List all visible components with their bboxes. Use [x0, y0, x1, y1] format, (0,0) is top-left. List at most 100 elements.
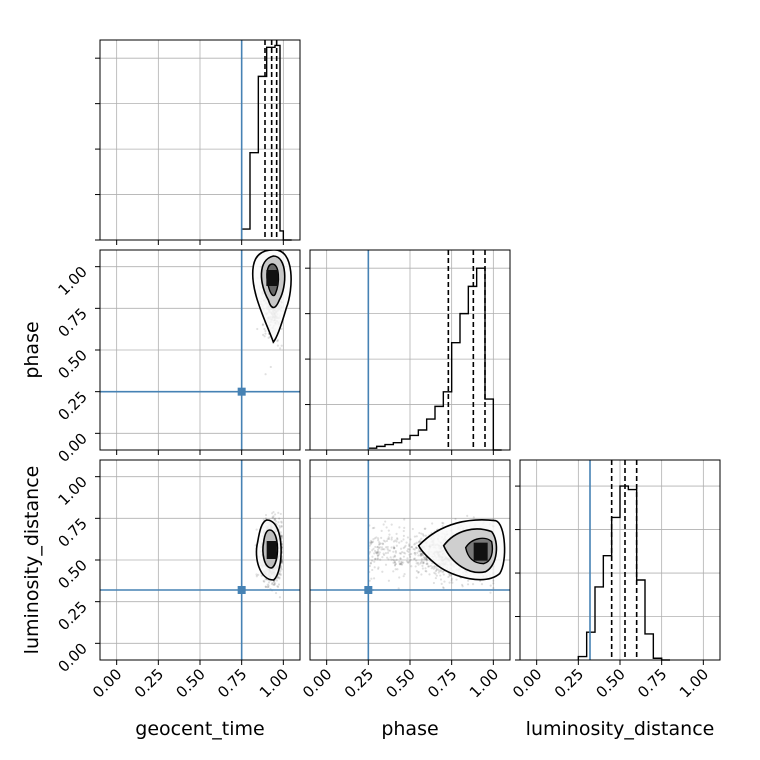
sample-point — [421, 564, 424, 568]
sample-point — [261, 323, 265, 326]
sample-point — [277, 585, 280, 589]
sample-point — [442, 586, 445, 589]
sample-point — [264, 332, 267, 335]
sample-point — [264, 373, 267, 376]
sample-point — [398, 562, 401, 566]
sample-point — [263, 327, 266, 331]
sample-point — [492, 579, 495, 582]
sample-point — [280, 534, 283, 537]
sample-point — [376, 558, 379, 561]
sample-point — [489, 584, 492, 587]
sample-point — [379, 546, 382, 549]
sample-point — [402, 529, 405, 533]
sample-point — [412, 557, 416, 560]
sample-point — [420, 537, 423, 540]
sample-point — [264, 517, 268, 520]
sample-point — [422, 556, 425, 559]
sample-point — [398, 560, 401, 563]
sample-point — [426, 562, 429, 565]
sample-point — [370, 541, 373, 544]
sample-point — [390, 558, 393, 561]
sample-point — [377, 546, 381, 550]
sample-point — [264, 585, 267, 588]
sample-point — [263, 580, 266, 583]
sample-point — [266, 586, 269, 589]
sample-point — [400, 563, 404, 566]
sample-point — [393, 547, 396, 550]
sample-point — [402, 555, 406, 558]
sample-point — [424, 534, 427, 537]
sample-point — [371, 555, 374, 558]
sample-point — [370, 541, 374, 544]
sample-point — [424, 567, 427, 570]
sample-point — [408, 543, 411, 546]
sample-point — [372, 577, 376, 580]
sample-point — [373, 537, 377, 540]
sample-point — [398, 526, 401, 529]
sample-point — [260, 574, 263, 577]
sample-point — [387, 529, 390, 532]
sample-point — [392, 558, 395, 561]
sample-point — [274, 520, 278, 523]
sample-point — [376, 554, 380, 558]
sample-point — [410, 565, 413, 568]
sample-point — [369, 543, 372, 546]
sample-point — [267, 584, 270, 587]
sample-point — [392, 570, 395, 573]
y-tick-label: 0.50 — [54, 556, 90, 592]
sample-point — [385, 539, 389, 543]
sample-point — [403, 545, 406, 549]
sample-point — [489, 591, 492, 594]
sample-point — [373, 552, 376, 555]
sample-point — [280, 535, 283, 538]
sample-point — [426, 563, 429, 566]
sample-point — [425, 557, 428, 560]
sample-point — [414, 551, 417, 554]
x-axis-label: phase — [381, 718, 438, 740]
sample-point — [379, 558, 382, 561]
sample-point — [413, 552, 416, 555]
sample-point — [430, 567, 433, 570]
sample-point — [417, 570, 420, 574]
sample-point — [279, 574, 282, 577]
sample-point — [425, 570, 428, 573]
sample-point — [271, 516, 274, 519]
sample-point — [409, 555, 412, 558]
sample-point — [399, 557, 402, 560]
x-tick-label: 0.50 — [592, 665, 628, 701]
sample-point — [387, 558, 390, 561]
sample-point — [422, 561, 425, 565]
sample-point — [380, 536, 383, 540]
sample-point — [409, 558, 412, 561]
sample-point — [427, 565, 431, 568]
sample-point — [393, 561, 397, 564]
sample-point — [405, 560, 409, 563]
sample-point — [274, 517, 277, 520]
sample-point — [266, 583, 269, 586]
y-tick-label: 0.25 — [54, 598, 90, 634]
sample-point — [423, 558, 426, 561]
sample-point — [279, 566, 282, 570]
sample-point — [432, 581, 436, 585]
sample-point — [386, 537, 389, 541]
sample-point — [414, 565, 417, 568]
x-tick-label: 1.00 — [256, 665, 292, 701]
sample-point — [278, 577, 281, 580]
sample-point — [399, 547, 403, 550]
sample-point — [262, 518, 265, 521]
sample-point — [417, 541, 421, 544]
sample-point — [267, 581, 271, 584]
sample-point — [417, 571, 420, 574]
sample-point — [428, 573, 431, 576]
density-peak — [266, 270, 279, 286]
sample-point — [272, 581, 276, 584]
sample-point — [387, 579, 391, 582]
sample-point — [376, 546, 379, 549]
x-tick-label: 0.75 — [214, 665, 250, 701]
sample-point — [255, 528, 258, 531]
sample-point — [377, 537, 380, 540]
sample-point — [461, 585, 464, 588]
sample-point — [271, 581, 274, 585]
sample-point — [439, 570, 442, 573]
sample-point — [276, 340, 279, 343]
